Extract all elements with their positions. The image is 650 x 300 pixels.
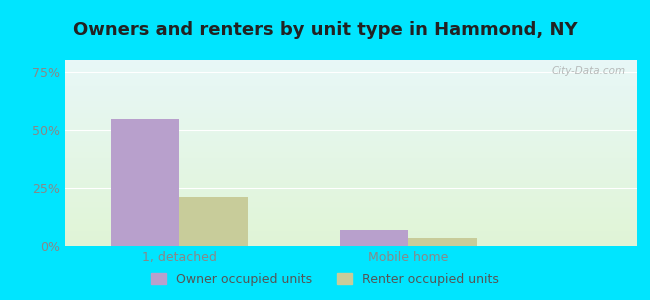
- Bar: [408, 238, 477, 246]
- Bar: [179, 197, 248, 246]
- Text: Owners and renters by unit type in Hammond, NY: Owners and renters by unit type in Hammo…: [73, 21, 577, 39]
- Legend: Owner occupied units, Renter occupied units: Owner occupied units, Renter occupied un…: [146, 268, 504, 291]
- Text: City-Data.com: City-Data.com: [551, 66, 625, 76]
- Bar: [339, 230, 408, 246]
- Bar: [111, 119, 179, 246]
